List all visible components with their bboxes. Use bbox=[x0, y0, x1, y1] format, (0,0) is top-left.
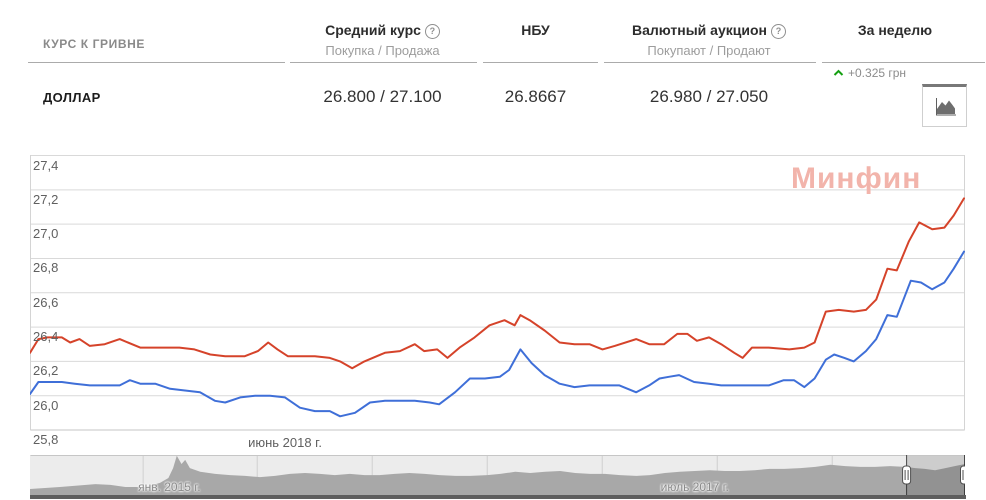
currency-name-link[interactable]: ДОЛЛАР bbox=[43, 90, 101, 105]
main-line-chart bbox=[30, 155, 965, 431]
chart-navigator[interactable] bbox=[30, 455, 965, 496]
week-change: +0.325 грн bbox=[833, 66, 906, 80]
week-change-value: +0.325 грн bbox=[848, 66, 907, 80]
area-chart-icon bbox=[935, 97, 956, 115]
y-axis-tick-label: 26,2 bbox=[33, 363, 59, 379]
chart-scrollbar[interactable] bbox=[30, 495, 966, 499]
y-axis-tick-label: 26,0 bbox=[33, 397, 59, 413]
navigator-range-label: янв. 2015 г. bbox=[138, 480, 201, 494]
column-title-week: За неделю bbox=[857, 22, 933, 38]
help-icon[interactable]: ? bbox=[770, 24, 786, 39]
series-line-продажа bbox=[30, 197, 965, 370]
y-axis-tick-label: 27,4 bbox=[33, 157, 59, 173]
help-icon[interactable]: ? bbox=[424, 24, 440, 39]
y-axis-tick-label: 26,6 bbox=[33, 294, 59, 310]
y-axis-tick-label: 27,2 bbox=[33, 191, 59, 207]
x-axis-tick-label: июнь 2018 г. bbox=[248, 435, 322, 450]
auction-rate-value: 26.980 / 27.050 bbox=[649, 87, 769, 106]
navigator-range-label: июль 2017 г. bbox=[660, 480, 729, 494]
column-divider bbox=[483, 62, 598, 63]
watermark: Минфин bbox=[791, 162, 922, 195]
column-subtitle-auction: Покупают / Продают bbox=[647, 43, 771, 58]
column-divider bbox=[290, 62, 477, 63]
column-header-week: За неделю bbox=[820, 22, 970, 38]
column-title-average: Средний курс bbox=[325, 22, 421, 38]
table-title: КУРС К ГРИВНЕ bbox=[43, 37, 146, 51]
column-title-auction: Валютный аукцион bbox=[632, 22, 767, 38]
column-divider bbox=[604, 62, 816, 63]
y-axis-tick-label: 26,4 bbox=[33, 329, 59, 345]
chart-toggle-button[interactable] bbox=[922, 84, 967, 127]
navigator-selected-range[interactable] bbox=[906, 455, 965, 496]
column-header-average: Средний курс? Покупка / Продажа bbox=[288, 22, 477, 58]
column-subtitle-average: Покупка / Продажа bbox=[325, 43, 440, 58]
nbu-rate-value: 26.8667 bbox=[504, 87, 567, 106]
arrow-up-icon bbox=[833, 69, 844, 76]
column-divider bbox=[28, 62, 285, 63]
y-axis-tick-label: 26,8 bbox=[33, 260, 59, 276]
column-title-nbu: НБУ bbox=[521, 22, 550, 38]
y-axis-tick-label: 27,0 bbox=[33, 226, 59, 242]
navigator-area-series bbox=[30, 455, 965, 496]
average-rate-value: 26.800 / 27.100 bbox=[323, 87, 442, 106]
series-line-покупка bbox=[30, 250, 965, 418]
column-header-auction: Валютный аукцион? Покупают / Продают bbox=[603, 22, 815, 58]
column-header-nbu: НБУ bbox=[473, 22, 598, 38]
navigator-left-handle[interactable] bbox=[902, 465, 912, 485]
column-divider bbox=[822, 62, 985, 63]
y-axis-tick-label: 25,8 bbox=[33, 432, 59, 447]
